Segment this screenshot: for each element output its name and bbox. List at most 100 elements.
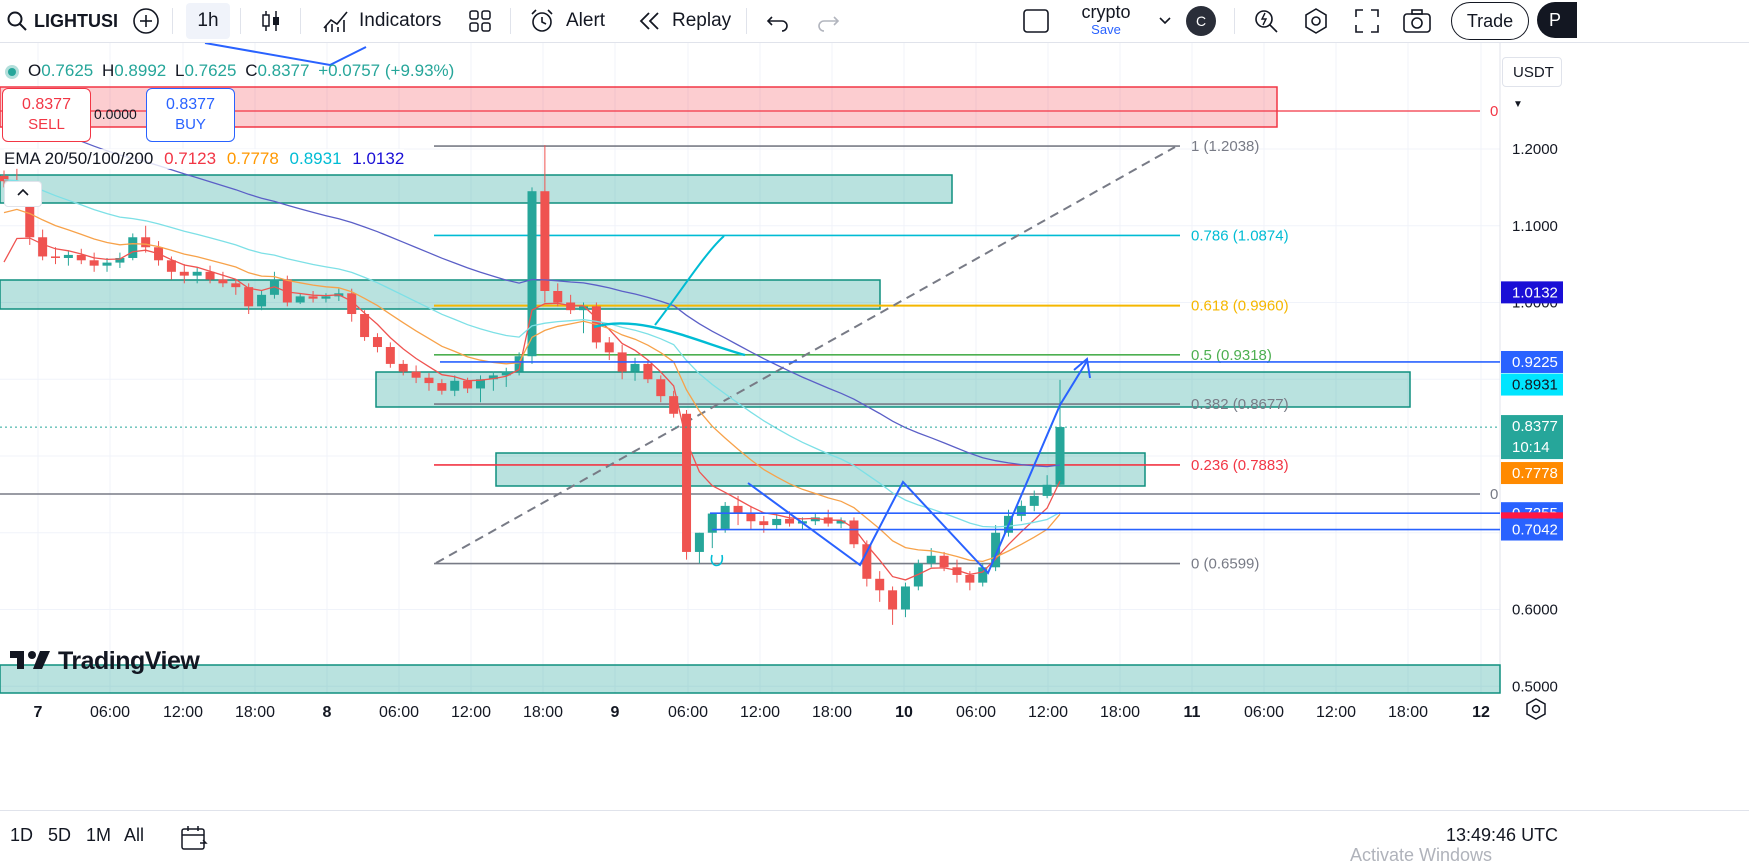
candle-body [347,293,357,315]
sell-button[interactable]: 0.8377 SELL [2,88,91,142]
candle-body [179,271,189,276]
snapshot-button[interactable] [1402,0,1432,42]
demand-zone [495,452,1146,487]
quick-search-button[interactable] [1252,0,1280,42]
compare-symbol-button[interactable] [132,0,160,42]
time-axis-tick: 12:00 [451,704,491,721]
ohlc-h-label: H [101,61,115,80]
price-label: 0.8377 [1512,418,1558,435]
price-label: 0.9225 [1512,354,1558,371]
candle-body [231,283,241,288]
undo-button[interactable] [766,0,790,42]
layout-save-label: Save [1091,22,1121,37]
ohlc-change: +0.0757 (+9.93%) [318,61,455,80]
indicators-button[interactable]: Indicators [322,0,441,42]
trade-button[interactable]: Trade [1451,2,1529,40]
buy-label: BUY [175,116,206,133]
candle-body [295,296,305,303]
spread-value: 0.0000 [94,106,137,122]
gear-icon [1302,7,1330,35]
candle-body [1029,495,1039,506]
candle-body [939,555,949,568]
candle-body [102,262,112,266]
layout-name-button[interactable]: crypto Save [1076,2,1136,38]
alert-button[interactable]: Alert [528,0,605,42]
ema-line [3,208,1061,563]
price-label: 0.8931 [1512,377,1558,394]
candle-body [785,518,795,524]
candle-body [475,379,485,389]
candle-body [862,544,872,579]
candle-body [952,567,962,575]
ohlc-l-label: L [174,61,185,80]
tradingview-logo[interactable]: TradingView [8,647,200,676]
fib-level-label: 0.786 (1.0874) [1191,227,1289,244]
ohlc-legend: O0.7625 H0.8992 L0.7625 C0.8377 +0.0757 … [8,61,454,81]
layout-checkbox[interactable] [1022,0,1050,42]
candle-body [836,520,846,524]
status-dot-icon [8,67,16,76]
candle-body [682,413,692,552]
avatar[interactable]: C [1186,6,1216,36]
redo-button[interactable] [816,0,840,42]
publish-button[interactable]: P [1537,2,1577,38]
divider [240,8,241,34]
range-button-all[interactable]: All [124,825,145,845]
chart-pane[interactable]: 1 (1.2038) 0.786 (1.0874) 0.618 (0.9960) 0.… [0,43,1749,865]
chart-settings-button[interactable] [1524,697,1548,721]
range-button-5d[interactable]: 5D [48,825,72,845]
time-axis-tick: 11 [1184,704,1201,721]
candle-body [991,532,1001,568]
camera-icon [1402,8,1432,34]
candle-body [694,532,704,552]
buy-button[interactable]: 0.8377 BUY [146,88,235,142]
sell-price: 0.8377 [22,96,71,113]
undo-icon [766,10,790,32]
clock: 13:49:46 UTC [1446,825,1559,845]
candle-body [308,296,318,299]
interval-button[interactable]: 1h [186,3,230,39]
candle-body [192,271,202,276]
range-button-1m[interactable]: 1M [86,825,112,845]
chart-type-button[interactable] [258,0,284,42]
fullscreen-button[interactable] [1354,0,1380,42]
currency-label: USDT [1513,64,1554,81]
redo-icon [816,10,840,32]
candle-body [450,380,460,391]
range-button-1d[interactable]: 1D [10,825,34,845]
symbol-name: LIGHTUSI [34,10,118,31]
time-axis-tick: 12:00 [740,704,780,721]
templates-button[interactable] [468,0,492,42]
replay-button[interactable]: Replay [638,0,731,42]
time-axis-tick: 06:00 [956,704,996,721]
price-chart[interactable]: 1 (1.2038) 0.786 (1.0874) 0.618 (0.9960) 0.… [0,43,1749,865]
candle-body [1042,484,1052,496]
collapse-legend-button[interactable] [4,181,42,207]
candle-body [205,271,215,280]
interval-label: 1h [197,10,219,31]
candle-body [115,257,125,263]
chevron-down-icon [1158,16,1172,26]
ohlc-open: 0.7625 [41,61,94,80]
candle-body [411,371,421,378]
price-label-box [1501,281,1563,304]
goto-date-button[interactable] [180,825,208,856]
candle-body [257,294,267,307]
fib-level-label: 0.5 (0.9318) [1191,347,1272,364]
rewind-icon [638,10,662,32]
fib-trend-line [435,146,1176,564]
symbol-search[interactable]: LIGHTUSI [6,0,118,42]
layout-menu-button[interactable] [1158,0,1172,42]
candle-body [540,191,550,291]
divider [1234,8,1235,34]
ema100-value: 0.8931 [289,149,342,168]
candle-body [372,337,382,348]
candle-body [630,363,640,372]
cyan-mark [710,554,724,567]
settings-button[interactable] [1302,0,1330,42]
candle-body [141,237,151,248]
candles-icon [258,8,284,34]
buy-price: 0.8377 [166,96,215,113]
currency-selector[interactable]: USDT ▼ [1502,57,1562,110]
fib-level-label: 1 (1.2038) [1191,138,1259,155]
